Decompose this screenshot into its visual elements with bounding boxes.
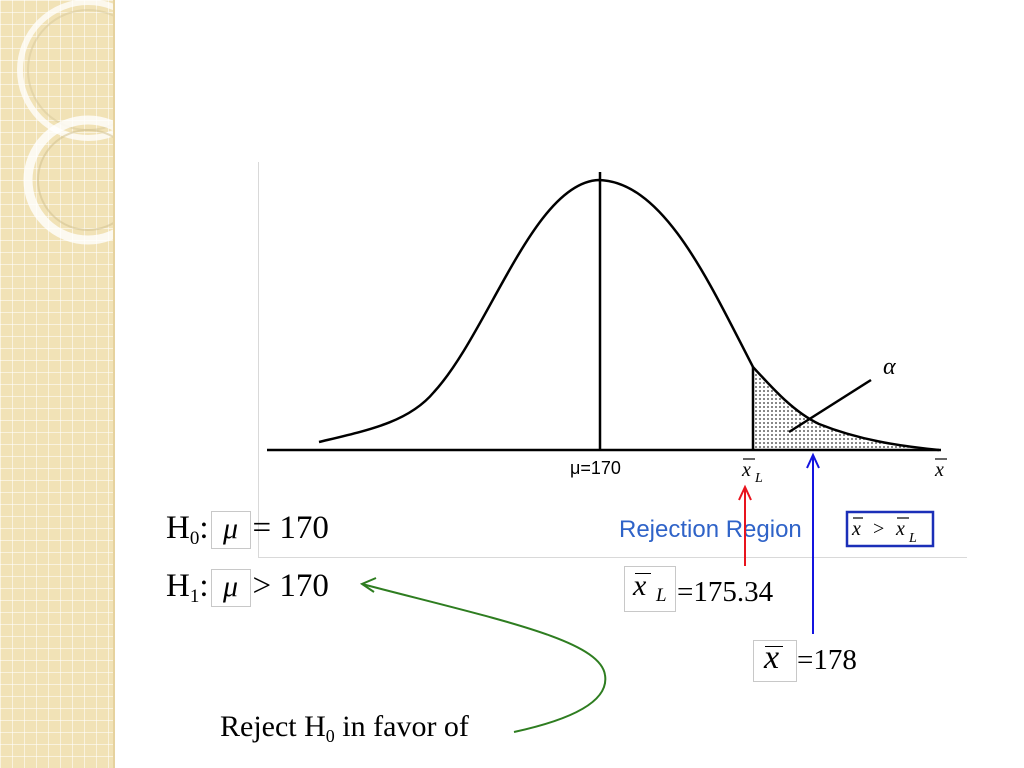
h0-colon: : (199, 510, 209, 546)
h1-relation: > 170 (252, 568, 329, 604)
alpha-label: α (883, 354, 896, 380)
h0-relation: = 170 (252, 510, 329, 546)
h1-colon: : (199, 568, 209, 604)
critical-value-symbol-box: x L (624, 566, 676, 612)
decorative-sidebar (0, 0, 115, 768)
bell-curve (318, 178, 940, 452)
alternative-hypothesis: H1: μ > 170 (166, 566, 329, 617)
h1-subscript: 1 (189, 586, 200, 607)
sample-mean-value: =178 (797, 644, 857, 676)
conclusion-after: in favor of (334, 710, 469, 743)
condition-subscript: L (908, 531, 917, 546)
conclusion-before: Reject H (220, 710, 326, 743)
conclusion-subscript: 0 (325, 726, 335, 746)
critical-value-symbol: x (633, 569, 647, 602)
xbar-axis-label: x (934, 459, 944, 481)
critical-value-bar (635, 573, 651, 574)
xl-axis-subscript: L (754, 471, 763, 486)
critical-value: =175.34 (677, 576, 774, 608)
sample-mean-symbol-box: x (753, 639, 797, 682)
sample-mean-symbol: x (764, 639, 780, 676)
rejection-region-shading (753, 367, 939, 450)
h1-mu-symbol: μ (210, 569, 251, 608)
condition-right: x (895, 518, 905, 540)
h0-subscript: 0 (189, 528, 200, 549)
rejection-condition-box (845, 510, 935, 548)
h0-mu-symbol: μ (210, 511, 251, 550)
condition-op: > (873, 518, 884, 540)
alpha-pointer-line (788, 378, 872, 434)
rejection-region-text: Rejection Region (619, 516, 802, 543)
critical-value-subscript: L (656, 585, 667, 606)
sample-mean-bar (765, 646, 783, 647)
conclusion-arrow (359, 577, 607, 733)
conclusion-text: Reject H0 in favor of (220, 710, 469, 747)
distribution-diagram: α μ=170 x L x Rejection Region x > x L (267, 172, 947, 548)
condition-left: x (851, 518, 861, 540)
decorative-rings (17, 0, 113, 245)
normal-distribution-figure: α μ=170 x L x Rejection Region x > x L (258, 162, 967, 558)
h1-letter: H (166, 568, 190, 604)
xl-axis-symbol: x (741, 459, 751, 481)
mean-label: μ=170 (570, 458, 621, 478)
null-hypothesis: H0: μ = 170 (166, 508, 329, 559)
h0-letter: H (166, 510, 190, 546)
